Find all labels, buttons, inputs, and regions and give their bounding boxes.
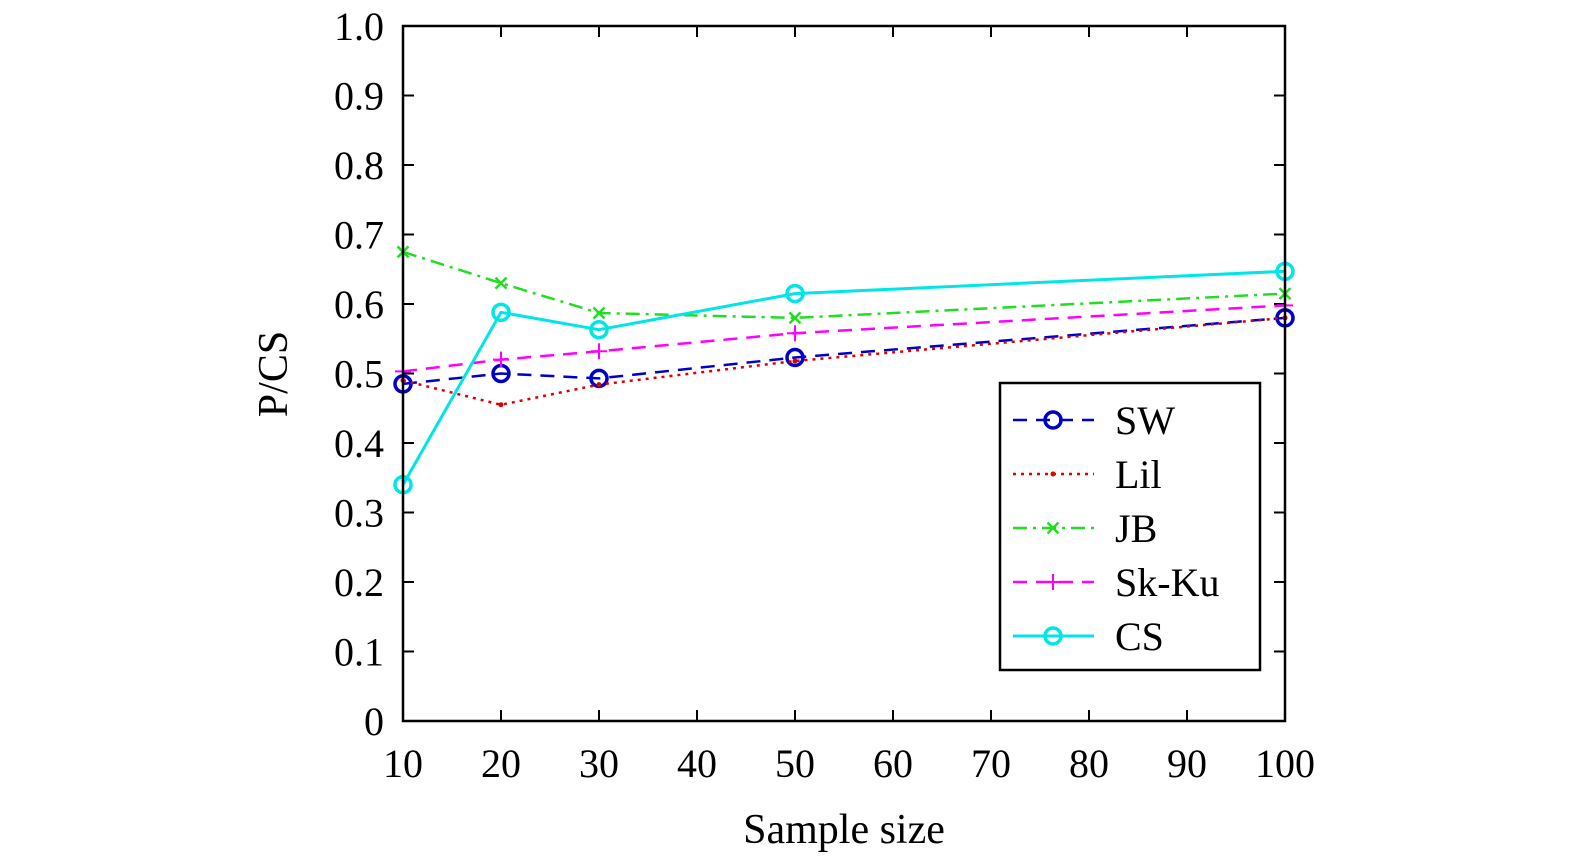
legend-item-cs: CS (1013, 614, 1164, 659)
x-tick-label: 40 (677, 741, 717, 786)
data-point-lil (792, 358, 798, 364)
x-tick-label: 70 (971, 741, 1011, 786)
data-point-cs (589, 319, 609, 340)
legend-label: SW (1115, 398, 1175, 443)
y-tick-label: 0.2 (334, 560, 384, 605)
data-point-sk-ku (591, 343, 607, 360)
series-line-cs (401, 269, 1286, 486)
tick-labels: 10 20 30 40 50 60 70 80 90 100 0 0.1 0.2 0.3 0.4 0.5 0.6… (334, 4, 1315, 786)
legend-label: Lil (1115, 452, 1162, 497)
legend-box (998, 381, 1262, 672)
legend-label: JB (1115, 506, 1157, 551)
x-tick-label: 100 (1255, 741, 1315, 786)
data-point-sw (785, 347, 805, 368)
y-axis-label: P/CS (251, 331, 297, 417)
y-tick-label: 1.0 (334, 4, 384, 49)
legend-label: CS (1115, 614, 1164, 659)
y-tick-label: 0 (364, 699, 384, 744)
data-point-cs (491, 302, 511, 323)
plot-frame (401, 24, 1287, 723)
legend-item-lil: Lil (1013, 452, 1162, 497)
series-line-sw (402, 316, 1286, 386)
series-jb (396, 245, 1292, 325)
legend-marker (1043, 410, 1063, 430)
y-tick-label: 0.8 (334, 143, 384, 188)
x-tick-label: 10 (383, 741, 423, 786)
y-tick-label: 0.4 (334, 421, 384, 466)
data-point-jb (788, 311, 802, 325)
y-tick-label: 0.5 (334, 352, 384, 397)
y-tick-label: 0.1 (334, 630, 384, 675)
data-point-jb (494, 276, 508, 290)
x-tick-label: 30 (579, 741, 619, 786)
y-tick-label: 0.6 (334, 282, 384, 327)
x-tick-label: 60 (873, 741, 913, 786)
x-tick-label: 50 (775, 741, 815, 786)
y-tick-label: 0.3 (334, 491, 384, 536)
legend: SW Lil JB Sk-Ku CS (998, 381, 1262, 672)
data-point-lil (596, 382, 602, 388)
legend-item-sk-ku: Sk-Ku (1013, 560, 1219, 605)
legend-marker (1050, 471, 1056, 477)
data-point-lil (498, 402, 504, 408)
y-tick-label: 0.7 (334, 213, 384, 258)
legend-marker (1043, 626, 1063, 646)
data-point-sk-ku (787, 325, 803, 342)
legend-marker (1045, 574, 1061, 590)
x-tick-label: 80 (1069, 741, 1109, 786)
legend-label: Sk-Ku (1115, 560, 1219, 605)
legend-marker (1046, 521, 1060, 535)
x-axis-label: Sample size (743, 807, 945, 853)
legend-item-jb: JB (1013, 506, 1157, 551)
data-point-sk-ku (493, 351, 509, 368)
y-tick-label: 0.9 (334, 74, 384, 119)
x-tick-label: 20 (481, 741, 521, 786)
data-point-jb (592, 306, 606, 320)
legend-item-sw: SW (1013, 398, 1175, 443)
data-point-cs (785, 283, 805, 304)
x-tick-label: 90 (1167, 741, 1207, 786)
